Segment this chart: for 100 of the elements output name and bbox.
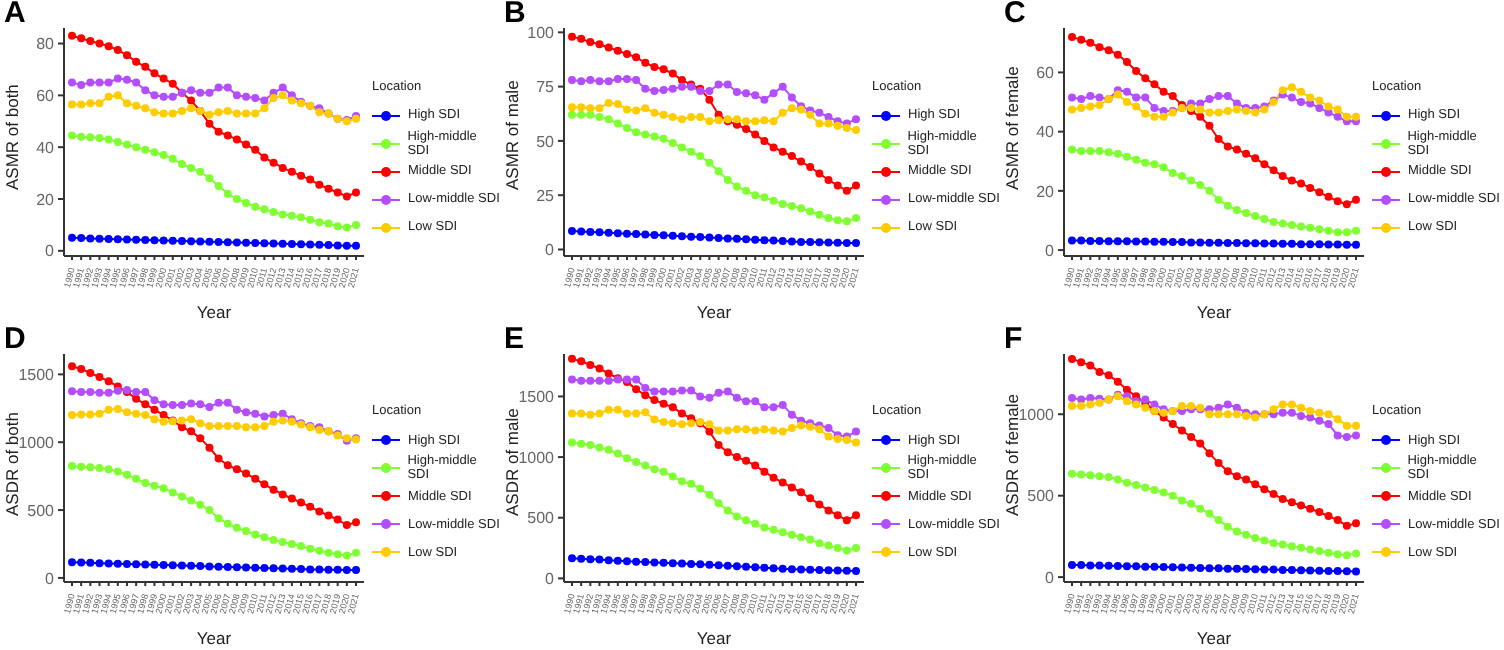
- y-axis-title: ASDR of male: [502, 406, 523, 515]
- point: [95, 234, 104, 243]
- point: [104, 234, 113, 243]
- point: [1315, 188, 1324, 197]
- point: [1352, 430, 1360, 439]
- point: [806, 238, 815, 247]
- point: [622, 105, 631, 114]
- point: [852, 437, 860, 446]
- point: [604, 368, 613, 377]
- point: [1077, 236, 1086, 245]
- point: [577, 227, 586, 236]
- point: [1287, 407, 1296, 416]
- point: [251, 93, 260, 102]
- point: [632, 106, 641, 115]
- chart-title: A: [4, 0, 26, 30]
- point: [1168, 419, 1177, 428]
- point: [187, 86, 196, 95]
- point: [632, 76, 641, 85]
- point: [104, 376, 113, 385]
- point: [1297, 222, 1306, 231]
- point: [1342, 432, 1351, 441]
- point: [604, 228, 613, 237]
- y-tick-label: 40: [1036, 123, 1056, 142]
- point: [324, 564, 333, 573]
- point: [787, 564, 796, 573]
- point: [815, 210, 824, 219]
- point: [232, 195, 241, 203]
- point: [260, 239, 269, 248]
- point: [1122, 87, 1131, 96]
- y-tick-label: 0: [1045, 567, 1056, 586]
- point: [742, 455, 751, 464]
- point: [568, 32, 576, 41]
- point: [668, 84, 677, 93]
- point: [1077, 560, 1086, 569]
- point: [1205, 121, 1214, 130]
- point: [668, 558, 677, 567]
- y-tick-label: 500: [527, 508, 556, 527]
- point: [1297, 500, 1306, 509]
- point: [1232, 105, 1241, 114]
- point: [260, 104, 269, 113]
- point: [577, 110, 586, 119]
- point: [613, 404, 622, 413]
- point: [352, 188, 360, 197]
- point: [68, 31, 76, 40]
- point: [696, 113, 705, 122]
- point: [577, 356, 586, 365]
- point: [104, 404, 113, 413]
- chart-title: F: [1004, 321, 1023, 355]
- point: [1205, 186, 1214, 195]
- point: [159, 109, 168, 118]
- point: [577, 438, 586, 447]
- point: [778, 199, 787, 208]
- point: [1315, 240, 1324, 249]
- point: [1113, 376, 1122, 385]
- point: [150, 69, 159, 78]
- point: [315, 240, 324, 249]
- point: [196, 237, 205, 246]
- point: [595, 104, 604, 113]
- point: [352, 565, 360, 574]
- point: [613, 46, 622, 55]
- point: [650, 108, 659, 117]
- point: [352, 220, 360, 229]
- point: [278, 239, 287, 248]
- y-tick-label: 20: [36, 190, 56, 209]
- point: [1315, 103, 1324, 112]
- point: [815, 108, 824, 117]
- point: [751, 396, 760, 405]
- point: [342, 520, 351, 528]
- point: [751, 91, 760, 100]
- point: [278, 408, 287, 417]
- point: [1342, 112, 1351, 121]
- point: [159, 150, 168, 159]
- x-axis-title: Year: [196, 627, 232, 647]
- point: [769, 236, 778, 245]
- point: [251, 473, 260, 482]
- point: [1141, 109, 1150, 118]
- point: [141, 235, 150, 244]
- point: [1297, 542, 1306, 551]
- point: [132, 57, 141, 66]
- point: [568, 374, 576, 383]
- point: [1177, 495, 1186, 504]
- point: [1287, 497, 1296, 506]
- point: [595, 442, 604, 451]
- x-axis-title: Year: [196, 302, 232, 322]
- point: [150, 404, 159, 413]
- point: [815, 565, 824, 574]
- point: [723, 560, 732, 569]
- point: [714, 387, 723, 396]
- point: [278, 415, 287, 424]
- point: [1214, 238, 1223, 247]
- y-axis-title: ASDR of both: [2, 410, 23, 515]
- point: [852, 426, 860, 435]
- point: [122, 407, 131, 416]
- point: [1306, 503, 1315, 512]
- point: [824, 505, 833, 514]
- point: [104, 464, 113, 473]
- point: [205, 110, 214, 119]
- point: [641, 84, 650, 93]
- point: [714, 498, 723, 507]
- point: [1223, 106, 1232, 115]
